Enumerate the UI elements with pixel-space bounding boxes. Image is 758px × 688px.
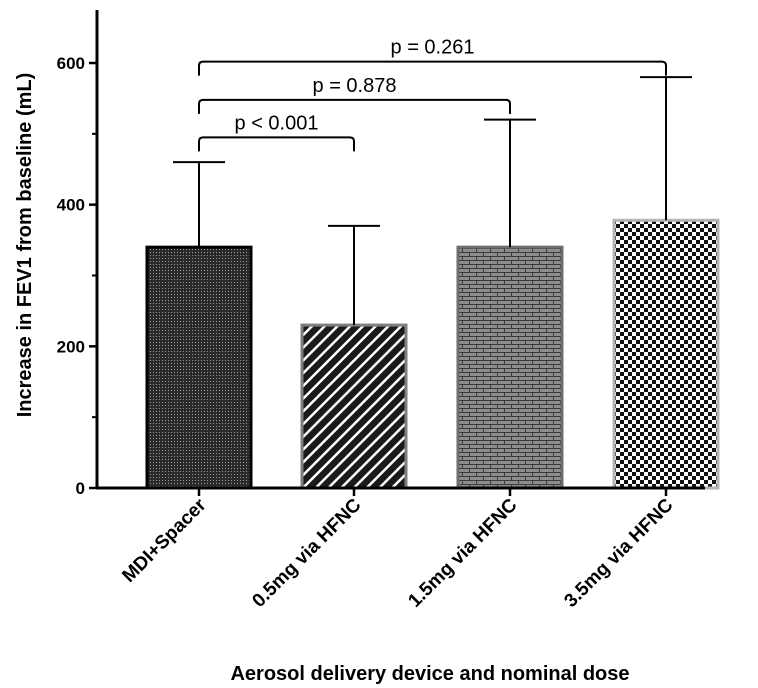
error-bars-layer <box>173 76 692 326</box>
bar-2 <box>456 245 564 490</box>
y-tick-label-2: 400 <box>57 196 85 215</box>
y-tick-label-1: 200 <box>57 337 85 356</box>
y-tick-label-3: 600 <box>57 54 85 73</box>
y-axis-title: Increase in FEV1 from baseline (mL) <box>14 73 36 418</box>
x-tick-label-2: 1.5mg via HFNC <box>404 494 521 611</box>
comparison-bracket-1 <box>198 98 511 114</box>
bar-3 <box>612 218 720 490</box>
x-tick-label-0: MDI+Spacer <box>118 494 211 587</box>
x-axis-title: Aerosol delivery device and nominal dose <box>230 663 629 685</box>
comparisons-layer: p < 0.001 p = 0.878 p = 0.261 <box>198 37 667 152</box>
bar-1 <box>300 323 408 490</box>
comparison-bracket-0 <box>198 136 355 152</box>
comparison-bracket-2 <box>198 60 667 76</box>
comparison-p-value-1: p = 0.878 <box>313 75 397 97</box>
bars-layer <box>145 218 720 490</box>
y-tick-label-0: 0 <box>76 479 85 498</box>
comparison-p-value-2: p = 0.261 <box>391 37 475 59</box>
x-tick-label-3: 3.5mg via HFNC <box>560 494 677 611</box>
bar-0 <box>145 245 253 490</box>
comparison-p-value-0: p < 0.001 <box>235 112 319 134</box>
x-tick-label-1: 0.5mg via HFNC <box>248 494 365 611</box>
